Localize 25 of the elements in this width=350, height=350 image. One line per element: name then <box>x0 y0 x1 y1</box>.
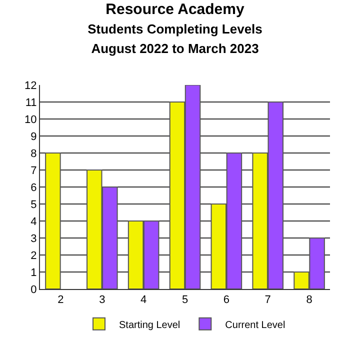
y-tick-label: 1 <box>30 266 37 279</box>
x-tick-label: 7 <box>264 294 271 306</box>
y-tick-label: 12 <box>24 80 37 92</box>
x-tick-label: 2 <box>58 294 64 306</box>
y-tick-label: 4 <box>30 216 37 228</box>
y-tick-label: 8 <box>30 148 37 160</box>
y-tick-label: 6 <box>30 182 37 194</box>
y-tick-label: 0 <box>30 284 37 296</box>
y-tick-label: 11 <box>25 96 37 109</box>
y-tick-label: 2 <box>30 250 37 262</box>
x-tick-label: 4 <box>140 294 147 306</box>
bar <box>45 152 61 289</box>
x-tick-label: 3 <box>99 294 106 306</box>
y-tick-label: 3 <box>30 232 37 245</box>
y-tick-label: 7 <box>30 164 37 177</box>
chart-subtitle: Students Completing Levels August 2022 to March 2023 <box>88 22 262 56</box>
y-tick-label: 5 <box>30 198 37 211</box>
y-tick-label: 10 <box>24 114 37 126</box>
legend-label: Current Level <box>225 320 286 331</box>
legend-label: Starting Level <box>119 320 180 331</box>
x-tick-label: 5 <box>182 294 188 306</box>
x-tick-label: 6 <box>223 294 230 306</box>
y-tick-label: 9 <box>30 130 37 143</box>
x-tick-label: 8 <box>306 294 312 306</box>
chart-title: Resource Academy <box>106 1 245 18</box>
